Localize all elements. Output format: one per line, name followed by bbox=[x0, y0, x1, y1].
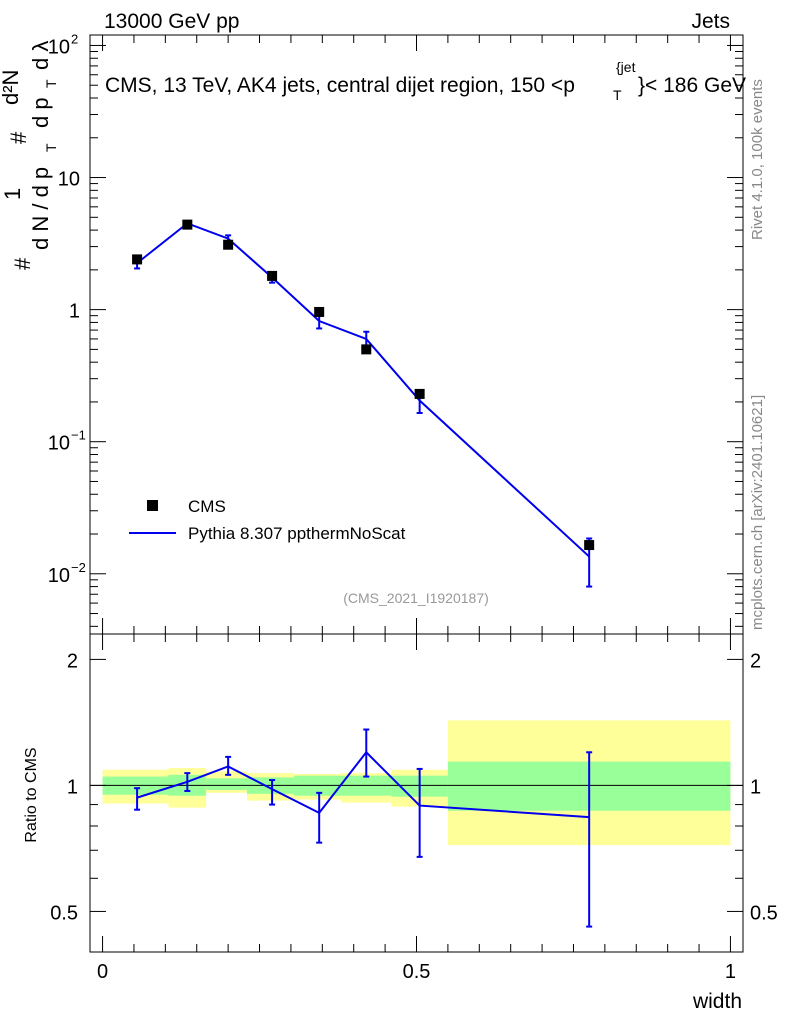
ratio-y-axis-label: Ratio to CMS bbox=[23, 747, 40, 842]
main-y-tick-label-3: 10 bbox=[58, 169, 80, 191]
main-y-tick-label-0: 10 −2 bbox=[48, 560, 86, 587]
plot-title-sub: T bbox=[613, 87, 622, 103]
data-point bbox=[132, 254, 143, 265]
plot-title: CMS, 13 TeV, AK4 jets, central dijet reg… bbox=[105, 59, 746, 103]
main-y-tick-label-4: 10 2 bbox=[48, 31, 78, 58]
x-axis-label: width bbox=[692, 990, 742, 1013]
ratio-y-tick-label-right-0: 0.5 bbox=[750, 902, 778, 924]
y-label-right-denominator-sub: T bbox=[43, 79, 59, 88]
main-plot-frame bbox=[89, 34, 744, 635]
ratio-y-tick-label-left-0: 0.5 bbox=[50, 902, 78, 924]
data-point bbox=[361, 344, 372, 355]
x-tick-label-1: 0.5 bbox=[403, 961, 431, 983]
plot-title-tail: }< 186 GeV bbox=[638, 74, 746, 97]
uncertainty-bands bbox=[102, 720, 731, 846]
plot-title-main: CMS, 13 TeV, AK4 jets, central dijet reg… bbox=[105, 74, 575, 97]
y-label-numerator: 1 bbox=[0, 188, 25, 200]
y-label-denominator-sub: T bbox=[43, 143, 59, 152]
mc-line bbox=[136, 222, 590, 558]
main-y-tick-base: 10 bbox=[58, 169, 80, 191]
y-label-right-numerator: d²N bbox=[0, 70, 23, 105]
y-label-hash-mid: # bbox=[6, 131, 31, 144]
data-point bbox=[182, 219, 193, 230]
ratio-y-tick-label-left-1: 1 bbox=[67, 776, 78, 798]
header-right-label: Jets bbox=[691, 10, 730, 33]
rivet-label: Rivet 4.1.0, 100k events bbox=[749, 79, 766, 240]
x-tick-label-0: 0 bbox=[97, 961, 108, 983]
band-inner-2 bbox=[206, 778, 247, 791]
y-label-lambda: d λ bbox=[28, 41, 53, 70]
y-label-denominator: d N / d p bbox=[28, 167, 53, 250]
main-y-tick-exp: −2 bbox=[71, 560, 86, 575]
main-y-axis-label: # 1 d N / d p T # d²N d p T d λ bbox=[0, 41, 59, 270]
main-y-tick-base: 10 bbox=[48, 433, 70, 455]
y-label-hash-left: # bbox=[10, 257, 35, 270]
data-series-main bbox=[132, 219, 595, 551]
main-y-tick-label-1: 10 −1 bbox=[48, 428, 86, 455]
data-point bbox=[414, 388, 425, 399]
data-point bbox=[314, 306, 325, 317]
main-y-tick-base: 10 bbox=[48, 565, 70, 587]
main-y-tick-label-2: 1 bbox=[69, 301, 80, 323]
main-y-tick-base: 1 bbox=[69, 301, 80, 323]
data-point bbox=[223, 239, 234, 250]
y-label-right-denominator: d p bbox=[28, 97, 53, 128]
header-left-label: 13000 GeV pp bbox=[104, 10, 239, 33]
ratio-y-tick-label-right-1: 1 bbox=[750, 776, 761, 798]
main-y-tick-exp: −1 bbox=[71, 428, 86, 443]
analysis-watermark: (CMS_2021_I1920187) bbox=[343, 590, 489, 606]
ratio-y-tick-label-right-2: 2 bbox=[750, 650, 761, 672]
data-point bbox=[267, 270, 278, 281]
plot-title-sup: {jet bbox=[616, 59, 636, 75]
legend-mc-label: Pythia 8.307 ppthermNoScat bbox=[188, 524, 406, 543]
legend-data-marker bbox=[147, 500, 158, 511]
legend: CMS Pythia 8.307 ppthermNoScat bbox=[129, 497, 406, 543]
x-tick-label-2: 1 bbox=[725, 961, 736, 983]
ratio-y-tick-label-left-2: 2 bbox=[67, 650, 78, 672]
mc-series-ratio bbox=[134, 728, 593, 928]
legend-data-label: CMS bbox=[188, 497, 226, 516]
main-y-tick-exp: 2 bbox=[71, 31, 78, 46]
main-y-tick-base: 10 bbox=[48, 36, 70, 58]
ratio-line bbox=[136, 750, 590, 819]
data-point bbox=[584, 540, 595, 551]
mcplots-label: mcplots.cern.ch [arXiv:2401.10621] bbox=[749, 395, 766, 630]
